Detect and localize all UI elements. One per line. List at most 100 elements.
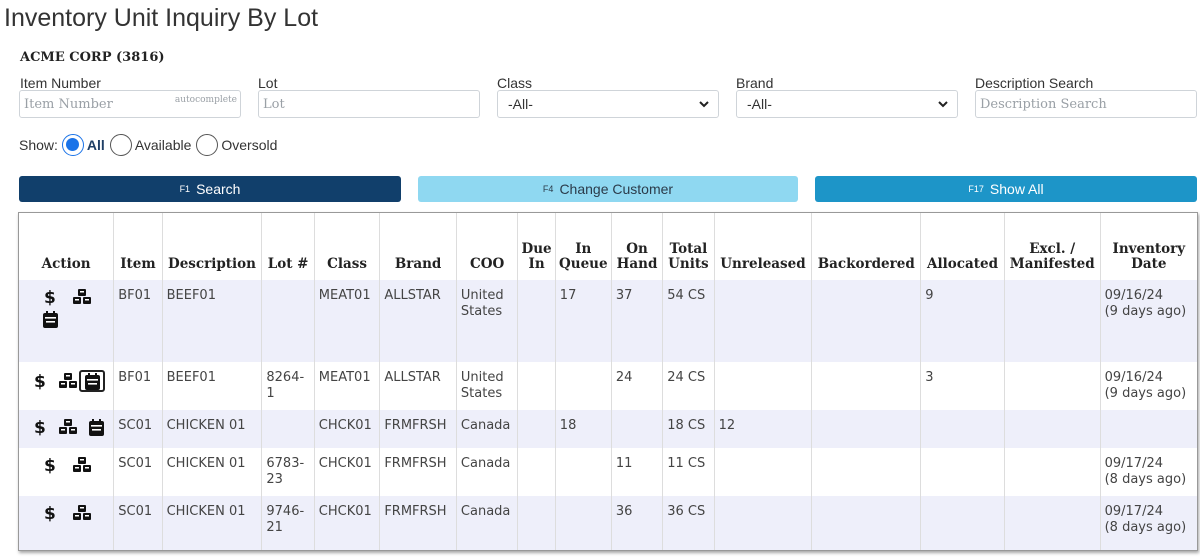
dollar-icon[interactable]: $ xyxy=(41,456,59,474)
show-all-button[interactable]: F17 Show All xyxy=(815,176,1197,202)
radio-available-label[interactable]: Available xyxy=(134,137,192,153)
unreleased-cell xyxy=(713,280,812,362)
lot-cell: 9746-21 xyxy=(261,496,315,550)
col-on-hand[interactable]: On Hand xyxy=(610,213,663,280)
allocated-cell xyxy=(920,448,1005,496)
brand-select-value: -All- xyxy=(747,96,772,112)
svg-text:$: $ xyxy=(44,504,56,522)
table-row: $ SC01 CHICKEN 01 6783-23 CHCK01 FRMFRSH… xyxy=(19,448,1197,496)
class-select[interactable]: -All- xyxy=(497,90,719,118)
cubes-icon[interactable] xyxy=(73,504,91,522)
col-allocated[interactable]: Allocated xyxy=(920,213,1005,280)
col-unreleased[interactable]: Unreleased xyxy=(713,213,812,280)
unreleased-cell: 12 xyxy=(713,410,812,448)
calendar-icon[interactable] xyxy=(41,310,59,328)
on-hand-cell: 11 xyxy=(610,448,663,496)
lot-input[interactable] xyxy=(259,91,479,117)
class-cell: CHCK01 xyxy=(313,448,380,496)
in-queue-cell xyxy=(554,496,612,550)
col-in-queue-line1: In xyxy=(575,241,592,257)
show-filter: Show: All Available Oversold xyxy=(19,134,278,156)
inventory-date-ago: (8 days ago) xyxy=(1104,472,1187,487)
col-on-hand-line2: Hand xyxy=(616,256,658,272)
col-description[interactable]: Description xyxy=(161,213,262,280)
on-hand-cell: 36 xyxy=(610,496,663,550)
action-cell: $ xyxy=(19,280,114,362)
lot-cell xyxy=(261,410,315,448)
cubes-icon[interactable] xyxy=(73,456,91,474)
radio-all-label[interactable]: All xyxy=(86,137,105,153)
col-excl-line2: Manifested xyxy=(1009,256,1095,272)
allocated-cell: 3 xyxy=(920,362,1005,410)
inventory-date-cell xyxy=(1099,410,1197,448)
show-all-fkey: F17 xyxy=(968,184,984,194)
description-search-field[interactable] xyxy=(975,90,1197,118)
col-due-in-line1: Due xyxy=(521,241,552,257)
coo-cell: Canada xyxy=(455,448,518,496)
change-customer-button[interactable]: F4 Change Customer xyxy=(418,176,798,202)
col-due-in[interactable]: Due In xyxy=(517,213,556,280)
col-backordered[interactable]: Backordered xyxy=(811,213,921,280)
item-number-field[interactable]: autocomplete xyxy=(19,90,241,118)
svg-text:$: $ xyxy=(44,288,56,306)
col-brand[interactable]: Brand xyxy=(379,213,457,280)
radio-available[interactable] xyxy=(109,134,132,156)
col-total-units-line2: Units xyxy=(668,256,709,272)
table-row: $ SC01 CHICKEN 01 CHCK01 FRMFRSH Canada … xyxy=(19,410,1197,448)
radio-all[interactable] xyxy=(61,134,84,156)
col-inventory-date[interactable]: Inventory Date xyxy=(1099,213,1197,280)
lot-field[interactable] xyxy=(258,90,480,118)
radio-oversold-label[interactable]: Oversold xyxy=(221,137,278,153)
on-hand-cell: 24 xyxy=(610,362,663,410)
description-cell: BEEF01 xyxy=(161,280,262,362)
on-hand-cell: 37 xyxy=(610,280,663,362)
inventory-date-ago: (9 days ago) xyxy=(1104,386,1187,401)
col-lot[interactable]: Lot # xyxy=(261,213,315,280)
calendar-icon[interactable] xyxy=(79,370,105,392)
excl-manifested-cell xyxy=(1003,448,1101,496)
excl-manifested-cell xyxy=(1003,496,1101,550)
lot-cell: 6783-23 xyxy=(261,448,315,496)
backordered-cell xyxy=(811,280,921,362)
inventory-date: 09/16/24 xyxy=(1104,288,1163,303)
col-on-hand-line1: On xyxy=(626,241,648,257)
excl-manifested-cell xyxy=(1003,362,1101,410)
dollar-icon[interactable]: $ xyxy=(41,288,59,306)
calendar-icon[interactable] xyxy=(87,418,105,436)
brand-cell: FRMFRSH xyxy=(379,410,457,448)
due-in-cell xyxy=(517,448,556,496)
search-button[interactable]: F1 Search xyxy=(19,176,401,202)
cubes-icon[interactable] xyxy=(73,288,91,306)
item-number-input[interactable] xyxy=(20,91,240,117)
dollar-icon[interactable]: $ xyxy=(31,418,49,436)
table-row: $ BF01 BEEF01 MEAT01 ALLSTAR United Stat… xyxy=(19,280,1197,362)
col-excl-manifested[interactable]: Excl. / Manifested xyxy=(1003,213,1101,280)
class-cell: MEAT01 xyxy=(313,362,380,410)
col-coo[interactable]: COO xyxy=(455,213,518,280)
customer-name: ACME CORP (3816) xyxy=(20,50,165,65)
cubes-icon[interactable] xyxy=(59,372,77,390)
unreleased-cell xyxy=(713,496,812,550)
due-in-cell xyxy=(517,410,556,448)
change-customer-button-label: Change Customer xyxy=(559,181,674,197)
description-search-input[interactable] xyxy=(976,91,1196,117)
col-total-units[interactable]: Total Units xyxy=(662,213,715,280)
item-number-label: Item Number xyxy=(20,75,101,91)
brand-cell: ALLSTAR xyxy=(379,280,457,362)
description-cell: BEEF01 xyxy=(161,362,262,410)
coo-cell: Canada xyxy=(455,410,518,448)
col-in-queue[interactable]: In Queue xyxy=(554,213,612,280)
backordered-cell xyxy=(811,448,921,496)
action-cell: $ xyxy=(19,362,114,410)
col-class[interactable]: Class xyxy=(313,213,380,280)
cubes-icon[interactable] xyxy=(59,418,77,436)
radio-oversold[interactable] xyxy=(196,134,219,156)
inventory-date-cell: 09/16/24 (9 days ago) xyxy=(1099,280,1197,362)
col-item[interactable]: Item xyxy=(113,213,163,280)
brand-select[interactable]: -All- xyxy=(736,90,958,118)
in-queue-cell: 18 xyxy=(554,410,612,448)
dollar-icon[interactable]: $ xyxy=(31,372,49,390)
brand-cell: FRMFRSH xyxy=(379,448,457,496)
unreleased-cell xyxy=(713,362,812,410)
dollar-icon[interactable]: $ xyxy=(41,504,59,522)
